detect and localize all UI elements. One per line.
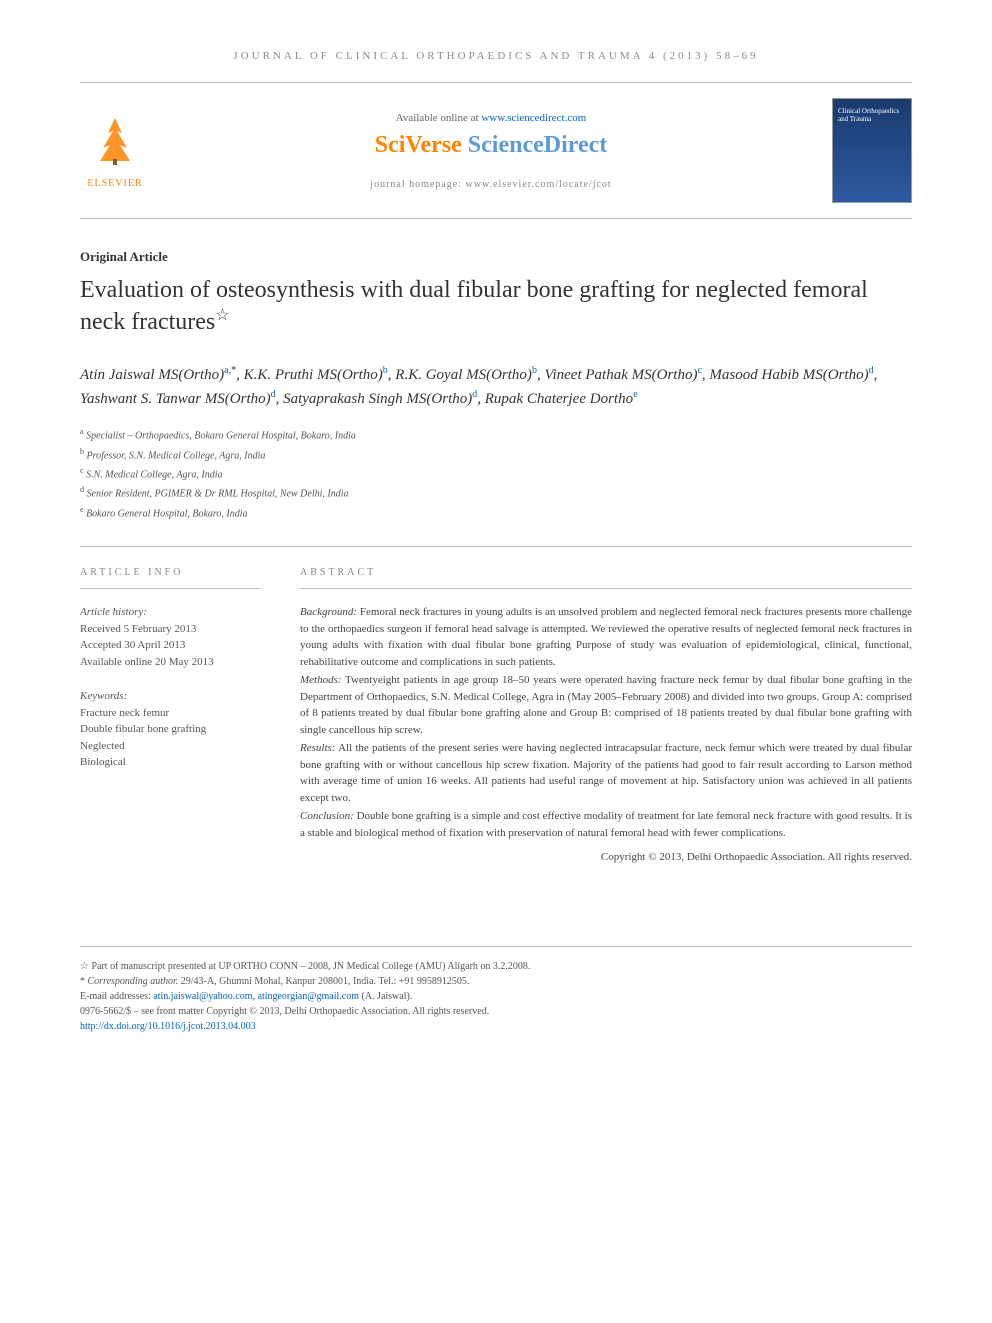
email-line: E-mail addresses: atin.jaiswal@yahoo.com…	[80, 989, 912, 1004]
keyword: Double fibular bone grafting	[80, 721, 260, 738]
keyword: Neglected	[80, 738, 260, 755]
article-info-heading: ARTICLE INFO	[80, 567, 260, 589]
title-footnote-star: ☆	[215, 307, 229, 324]
abstract-heading: ABSTRACT	[300, 567, 912, 589]
article-history: Article history: Received 5 February 201…	[80, 604, 260, 670]
sciverse-logo: SciVerse ScienceDirect	[150, 132, 832, 159]
page-footer: ☆ Part of manuscript presented at UP ORT…	[80, 946, 912, 1034]
article-title: Evaluation of osteosynthesis with dual f…	[80, 275, 912, 338]
affiliation-b: b Professor, S.N. Medical College, Agra,…	[80, 446, 912, 463]
elsevier-label: ELSEVIER	[80, 178, 150, 189]
corresponding-author: * Corresponding author. 29/43-A, Ghumni …	[80, 974, 912, 989]
footnote-star: ☆ Part of manuscript presented at UP ORT…	[80, 959, 912, 974]
masthead-center: Available online at www.sciencedirect.co…	[150, 112, 832, 190]
cover-title: Clinical Orthopaedics and Trauma	[838, 107, 906, 124]
available-online-text: Available online at www.sciencedirect.co…	[150, 112, 832, 124]
article-type: Original Article	[80, 249, 912, 265]
affiliation-d: d Senior Resident, PGIMER & Dr RML Hospi…	[80, 484, 912, 501]
email-link-1[interactable]: atin.jaiswal@yahoo.com	[153, 991, 252, 1002]
abstract-column: ABSTRACT Background: Femoral neck fractu…	[300, 567, 912, 866]
affiliations: a Specialist – Orthopaedics, Bokaro Gene…	[80, 426, 912, 521]
keywords-block: Keywords: Fracture neck femur Double fib…	[80, 688, 260, 771]
info-abstract-row: ARTICLE INFO Article history: Received 5…	[80, 546, 912, 866]
keyword: Fracture neck femur	[80, 705, 260, 722]
email-link-2[interactable]: atingeorgian@gmail.com	[258, 991, 360, 1002]
issn-line: 0976-5662/$ – see front matter Copyright…	[80, 1004, 912, 1019]
masthead: ELSEVIER Available online at www.science…	[80, 82, 912, 219]
affiliation-c: c S.N. Medical College, Agra, India	[80, 465, 912, 482]
abstract-copyright: Copyright © 2013, Delhi Orthopaedic Asso…	[300, 849, 912, 866]
journal-citation-header: JOURNAL OF CLINICAL ORTHOPAEDICS AND TRA…	[80, 50, 912, 62]
journal-homepage: journal homepage: www.elsevier.com/locat…	[150, 179, 832, 190]
article-info-column: ARTICLE INFO Article history: Received 5…	[80, 567, 260, 866]
sciencedirect-link[interactable]: www.sciencedirect.com	[481, 112, 586, 124]
affiliation-e: e Bokaro General Hospital, Bokaro, India	[80, 504, 912, 521]
elsevier-logo[interactable]: ELSEVIER	[80, 113, 150, 189]
affiliation-a: a Specialist – Orthopaedics, Bokaro Gene…	[80, 426, 912, 443]
doi-link[interactable]: http://dx.doi.org/10.1016/j.jcot.2013.04…	[80, 1021, 256, 1032]
author-list: Atin Jaiswal MS(Ortho)a,*, K.K. Pruthi M…	[80, 363, 912, 411]
elsevier-tree-icon	[88, 113, 143, 168]
journal-cover-thumbnail[interactable]: Clinical Orthopaedics and Trauma	[832, 98, 912, 203]
abstract-text: Background: Femoral neck fractures in yo…	[300, 604, 912, 866]
keyword: Biological	[80, 754, 260, 771]
